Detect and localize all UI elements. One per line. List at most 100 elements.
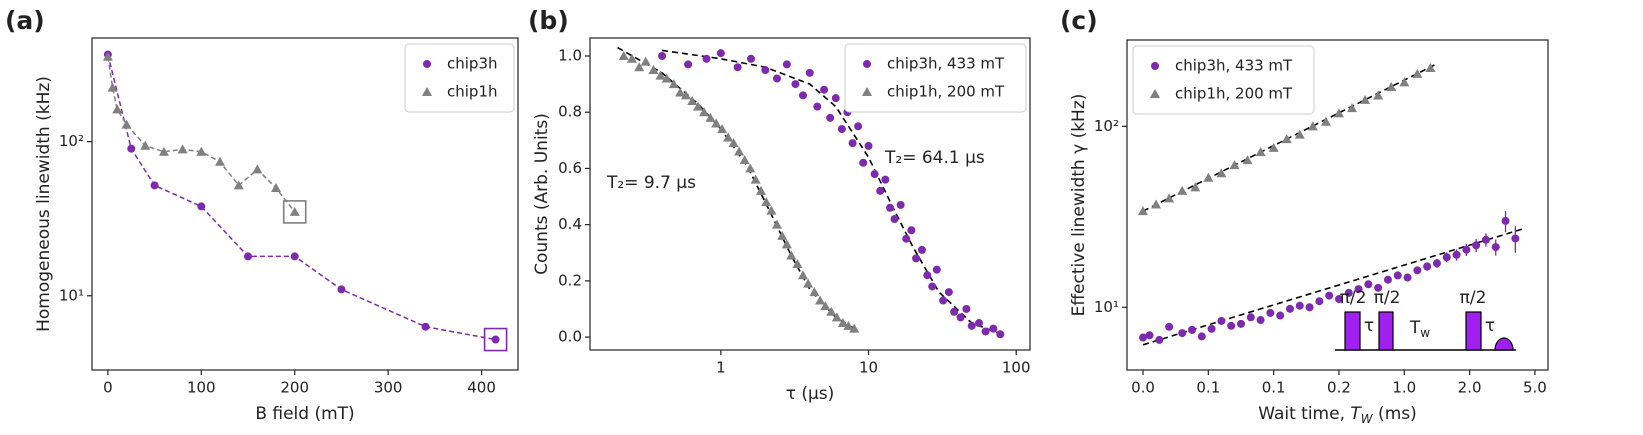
circle-marker (1354, 285, 1363, 294)
circle-marker (733, 63, 742, 72)
circle-marker (1501, 216, 1510, 225)
circle-marker (684, 60, 693, 69)
triangle-marker (196, 146, 207, 156)
circle-marker (1187, 325, 1196, 334)
x-tick-label: 2.0 (1458, 379, 1482, 397)
triangle-marker (1425, 63, 1436, 73)
triangle-marker (214, 156, 225, 166)
triangle-marker (1386, 81, 1397, 91)
circle-marker (1481, 235, 1490, 244)
panel: (a) 0 100 200 300 400 10¹ 10² B field (mT) Homoge… (5, 6, 519, 424)
circle-marker (1285, 304, 1294, 313)
circle-marker (1139, 333, 1148, 342)
fit-line (661, 49, 1003, 336)
triangle-marker (271, 183, 282, 193)
triangle-marker (1268, 142, 1279, 152)
triangle-marker (761, 197, 772, 207)
y-axis-label: Counts (Arb. Units) (532, 113, 552, 275)
triangle-marker (837, 318, 848, 328)
circle-marker (956, 313, 965, 322)
triangle-marker (1320, 116, 1331, 126)
circle-marker (658, 51, 667, 60)
circle-marker (150, 181, 159, 190)
triangle-marker (771, 219, 782, 229)
triangle-marker (766, 205, 777, 215)
circle-marker (826, 113, 835, 122)
legend-label: chip3h, 433 mT (1175, 57, 1293, 75)
circle-marker (813, 102, 822, 111)
triangle-marker (792, 258, 803, 268)
triangle-marker (803, 278, 814, 288)
triangle-marker (675, 87, 686, 97)
y-axis-label: Homogeneous linewidth (kHz) (34, 76, 54, 332)
x-tick-label: 0.1 (1262, 379, 1286, 397)
circle-marker (831, 94, 840, 103)
legend-label: chip1h, 200 mT (1175, 85, 1293, 103)
y-axis-label: Effective linewidth γ (kHz) (1069, 94, 1089, 317)
circle-marker (917, 245, 926, 254)
panel-label: (c) (1060, 6, 1098, 35)
triangle-marker (687, 95, 698, 105)
plot-area (617, 46, 1005, 339)
pulse-label: π/2 (1340, 288, 1367, 308)
triangle-marker (809, 287, 820, 297)
plot-area (1138, 62, 1523, 346)
triangle-marker (699, 107, 710, 117)
circle-marker (782, 60, 791, 69)
triangle-marker (121, 119, 132, 129)
triangle-marker (1333, 108, 1344, 118)
y-tick-label: 0.4 (558, 215, 582, 233)
circle-marker (799, 91, 808, 100)
legend-box (1132, 45, 1315, 115)
triangle-marker (705, 112, 716, 122)
circle-marker (1452, 250, 1461, 259)
y-tick-label: 0.0 (558, 328, 582, 346)
triangle-marker (745, 163, 756, 173)
circle-marker (791, 80, 800, 89)
x-tick-label: 100 (187, 379, 216, 397)
triangle-marker (422, 87, 432, 96)
highlight-box (282, 200, 307, 224)
triangle-marker (1216, 168, 1227, 178)
highlight-box (483, 327, 508, 352)
axes-frame (589, 37, 1031, 351)
circle-marker (837, 125, 846, 134)
circle-marker (1315, 297, 1324, 306)
circle-marker (902, 234, 911, 243)
circle-marker (1276, 311, 1285, 320)
circle-marker (1442, 253, 1451, 262)
circle-marker (1491, 243, 1500, 252)
pulse (1344, 311, 1361, 351)
circle-marker (912, 254, 921, 263)
circle-marker (805, 68, 814, 77)
circle-marker (1236, 319, 1245, 328)
x-axis-label: τ (μs) (786, 384, 835, 404)
pulse-label: Tw (1409, 318, 1430, 340)
circle-marker (337, 285, 346, 294)
triangle-marker (1242, 155, 1253, 165)
triangle-marker (1177, 185, 1188, 195)
triangle-marker (755, 185, 766, 195)
triangle-marker (1190, 182, 1201, 192)
circle-marker (996, 330, 1005, 339)
circle-marker (772, 74, 781, 83)
circle-marker (1197, 332, 1206, 341)
x-tick-label: 5.0 (1523, 379, 1547, 397)
circle-marker (950, 307, 959, 316)
legend-box (404, 43, 515, 113)
panel-label: (a) (5, 6, 45, 35)
x-tick-label: 10 (859, 359, 878, 377)
circle-marker (944, 288, 953, 297)
series-line (107, 56, 296, 213)
circle-marker (932, 265, 941, 274)
triangle-marker (692, 101, 703, 111)
circle-marker (820, 85, 829, 94)
triangle-marker (1347, 103, 1358, 113)
triangle-marker (777, 230, 788, 240)
circle-marker (1155, 335, 1164, 344)
triangle-marker (252, 164, 263, 174)
triangle-marker (102, 51, 113, 61)
triangle-marker (786, 250, 797, 260)
x-tick-label: 400 (467, 379, 496, 397)
circle-marker (491, 335, 500, 344)
